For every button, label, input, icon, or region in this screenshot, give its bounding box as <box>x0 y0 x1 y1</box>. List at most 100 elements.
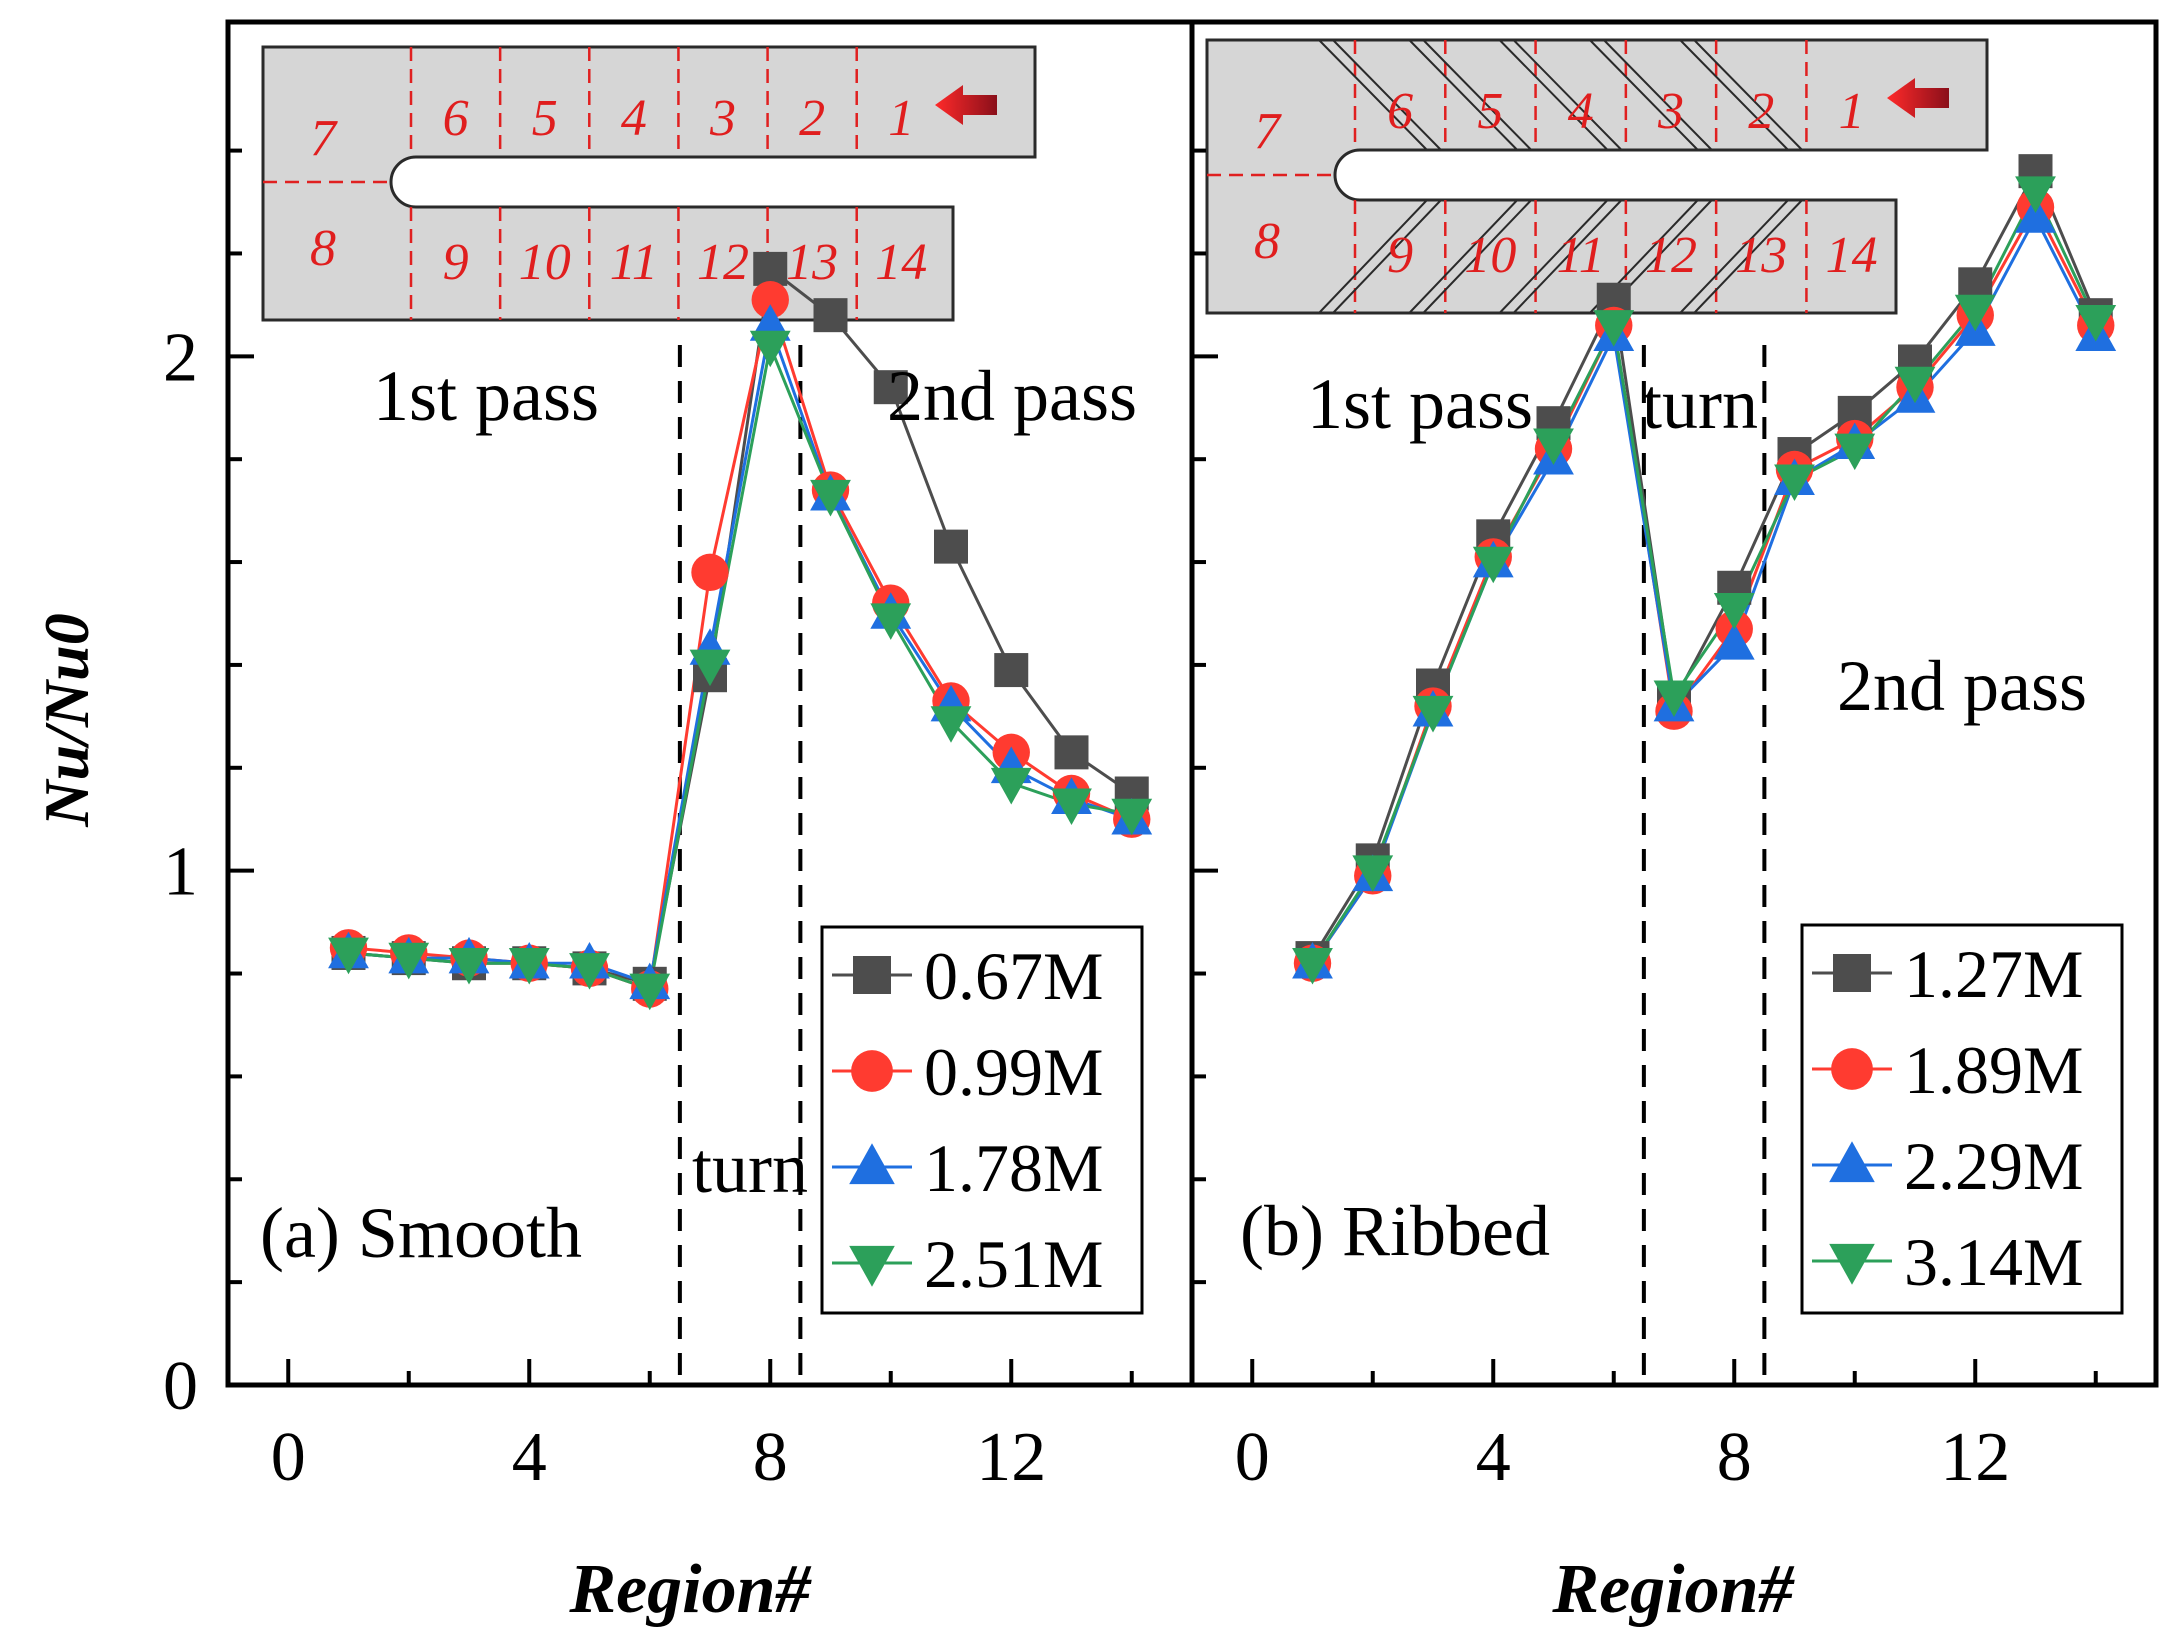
legend-label: 0.99M <box>924 1034 1103 1110</box>
region-number: 6 <box>443 90 469 147</box>
region-number: 4 <box>1568 83 1594 140</box>
channel-shape <box>261 45 1037 322</box>
data-point <box>2015 196 2056 233</box>
rib <box>1332 199 1442 314</box>
data-point <box>1894 366 1936 404</box>
rib <box>1693 39 1803 151</box>
legend-marker <box>1829 1243 1875 1285</box>
data-point <box>1653 680 1695 718</box>
legend-label: 3.14M <box>1904 1224 2083 1300</box>
legend-marker <box>1833 954 1871 992</box>
annotation-2nd-pass: 2nd pass <box>1837 646 2087 726</box>
data-point <box>1054 735 1089 770</box>
y-tick-label: 1 <box>163 834 198 911</box>
data-point <box>388 942 430 980</box>
region-number: 11 <box>1557 227 1605 284</box>
x-tick-label: 0 <box>271 1419 306 1496</box>
annotation-turn: turn <box>692 1128 808 1208</box>
data-point <box>873 370 908 405</box>
rib <box>1679 39 1789 151</box>
y-axis-label: Nu/Nu0 <box>31 613 102 827</box>
region-number: 10 <box>1464 227 1516 284</box>
annotation-turn: turn <box>1642 364 1758 444</box>
inlet-arrow-icon <box>935 85 997 125</box>
x-tick-label: 4 <box>512 1419 547 1496</box>
x-tick-label: 4 <box>1476 1419 1511 1496</box>
data-point <box>990 767 1032 805</box>
legend-ribbed: 1.27M 1.89M 2.29M 3.14M <box>1800 923 2124 1315</box>
region-number: 5 <box>532 90 558 147</box>
data-point <box>1713 623 1755 660</box>
region-number: 9 <box>1387 227 1413 284</box>
rib <box>1498 199 1609 314</box>
x-tick-label: 0 <box>1235 1419 1270 1496</box>
x-tick-label: 12 <box>976 1419 1046 1496</box>
data-point <box>2075 305 2117 342</box>
panel-ribbed: 7 6 5 4 3 2 18 9 10 11 12 13 14 0 4 8 12 1st pass turn … <box>1192 38 2124 1628</box>
data-point <box>753 251 788 286</box>
data-point <box>813 298 848 333</box>
region-number: 1 <box>888 90 914 147</box>
region-number: 9 <box>443 234 469 291</box>
data-point <box>689 649 731 687</box>
annotation-2nd-pass: 2nd pass <box>887 356 1137 436</box>
data-point <box>870 603 912 640</box>
region-number: 2 <box>799 90 825 147</box>
region-number: 14 <box>1826 227 1878 284</box>
data-point <box>1834 433 1876 471</box>
inlet-arrow-icon <box>1887 78 1949 118</box>
axis-ticks-ribbed: 0 4 8 12 <box>1192 148 2098 1496</box>
legend-label: 2.29M <box>1904 1128 2083 1204</box>
data-point <box>1111 798 1153 836</box>
x-axis-label-ribbed: Region# <box>1551 1551 1795 1628</box>
data-point <box>1593 310 1635 347</box>
rib <box>1408 39 1518 151</box>
rib <box>1408 199 1519 314</box>
rib <box>1512 39 1623 151</box>
legend-label: 1.89M <box>1904 1032 2083 1108</box>
legend-label: 0.67M <box>924 938 1103 1014</box>
region-number: 8 <box>1254 213 1280 270</box>
data-point <box>1412 695 1454 733</box>
legend-label: 1.78M <box>924 1130 1103 1206</box>
rib <box>1318 39 1428 151</box>
region-number: 13 <box>1735 227 1787 284</box>
data-point <box>1954 294 1996 332</box>
region-number: 12 <box>697 234 749 291</box>
data-point <box>448 947 490 985</box>
legend-marker <box>849 1143 895 1185</box>
region-number: 4 <box>621 90 647 147</box>
region-number: 11 <box>610 234 658 291</box>
data-point <box>328 937 369 975</box>
rib <box>1603 39 1713 151</box>
data-point <box>1472 546 1514 584</box>
y-tick-label: 2 <box>163 319 198 396</box>
x-tick-label: 8 <box>1717 1419 1752 1496</box>
data-point <box>629 973 671 1011</box>
region-dividers-ribbed <box>1641 345 1767 1385</box>
inset-diagram-ribbed: 7 6 5 4 3 2 1 8 9 10 11 12 13 14 <box>1205 38 1989 315</box>
data-point <box>1774 464 1815 502</box>
rib <box>1512 199 1623 314</box>
data-point <box>508 947 550 985</box>
region-number: 3 <box>709 90 736 147</box>
data-point <box>1352 855 1394 892</box>
region-dividers-smooth <box>677 345 803 1385</box>
region-number: 7 <box>310 110 338 167</box>
region-number: 10 <box>519 234 571 291</box>
legend-label: 2.51M <box>924 1226 1103 1302</box>
legend-marker <box>1829 1141 1875 1183</box>
channel-shape <box>1205 38 1989 315</box>
legend-smooth: 0.67M 0.99M 1.78M 2.51M <box>820 925 1144 1315</box>
x-axis-label-smooth: Region# <box>568 1551 812 1628</box>
rib <box>1693 199 1803 314</box>
legend-marker <box>851 1050 893 1092</box>
data-point <box>691 553 729 592</box>
region-number: 5 <box>1477 83 1503 140</box>
region-number: 8 <box>310 220 336 277</box>
legend-marker <box>1831 1048 1873 1090</box>
data-point <box>994 653 1029 688</box>
rib <box>1498 39 1609 151</box>
